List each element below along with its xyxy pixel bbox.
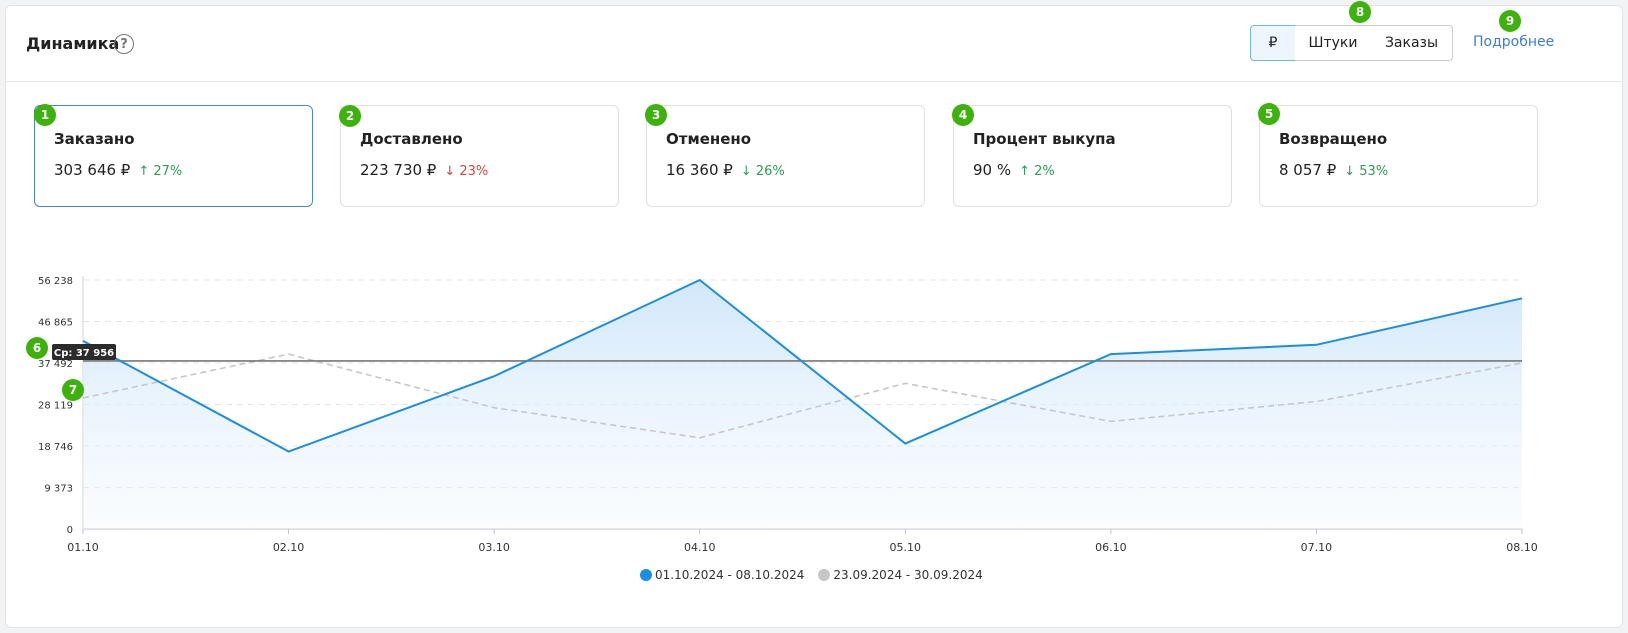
card-amount: 16 360 ₽ [666, 161, 733, 179]
y-tick-label: 37 492 [38, 359, 73, 370]
average-label: Ср: 37 956 [54, 348, 114, 359]
legend-item-previous[interactable]: 23.09.2024 - 30.09.2024 [818, 568, 983, 582]
annotation-badge-8: 8 [1349, 1, 1371, 23]
average-label-box [52, 343, 116, 360]
card-title: Возвращено [1279, 130, 1388, 148]
card-value: 303 646 ₽ ↑ 27% [54, 161, 182, 179]
metric-card-returned[interactable]: Возвращено 8 057 ₽ ↓ 53% [1259, 105, 1538, 207]
y-tick-label: 18 746 [38, 442, 73, 453]
card-value: 8 057 ₽ ↓ 53% [1279, 161, 1388, 179]
annotation-badge-1: 1 [34, 104, 56, 126]
legend-label-current: 01.10.2024 - 08.10.2024 [655, 568, 805, 582]
annotation-badge-2: 2 [339, 105, 361, 127]
y-tick-label: 28 119 [38, 401, 73, 412]
x-tick-label: 05.10 [890, 541, 922, 554]
card-change: ↓ 26% [740, 164, 785, 179]
card-title: Процент выкупа [973, 130, 1116, 148]
card-change: ↓ 23% [444, 164, 489, 179]
more-details-link[interactable]: Подробнее [1473, 34, 1555, 50]
x-tick-label: 06.10 [1095, 541, 1127, 554]
x-tick-label: 03.10 [478, 541, 510, 554]
segment-pieces[interactable]: Штуки [1295, 25, 1372, 61]
metric-card-buyout-percent[interactable]: Процент выкупа 90 % ↑ 2% [953, 105, 1232, 207]
card-value: 90 % ↑ 2% [973, 161, 1055, 179]
y-tick-label: 9 373 [44, 484, 73, 495]
segment-orders[interactable]: Заказы [1371, 25, 1453, 61]
card-change: ↑ 2% [1019, 164, 1055, 179]
x-tick-label: 04.10 [684, 541, 716, 554]
annotation-badge-5: 5 [1258, 103, 1280, 125]
dynamics-panel: Динамика ? ₽ Штуки Заказы Подробнее Зака… [5, 5, 1623, 628]
annotation-badge-9: 9 [1499, 10, 1521, 32]
previous-series-line [82, 353, 1523, 439]
chart-legend: 01.10.2024 - 08.10.2024 23.09.2024 - 30.… [640, 568, 997, 582]
card-change: ↓ 53% [1344, 164, 1389, 179]
card-value: 16 360 ₽ ↓ 26% [666, 161, 785, 179]
y-tick-label: 0 [67, 525, 73, 536]
card-amount: 8 057 ₽ [1279, 161, 1337, 179]
card-amount: 223 730 ₽ [360, 161, 437, 179]
segment-rubles[interactable]: ₽ [1250, 25, 1296, 61]
card-title: Доставлено [360, 130, 463, 148]
y-tick-label: 46 865 [38, 318, 73, 329]
x-tick-label: 07.10 [1301, 541, 1333, 554]
metric-card-delivered[interactable]: Доставлено 223 730 ₽ ↓ 23% [340, 105, 619, 207]
panel-title: Динамика [26, 34, 120, 53]
card-title: Заказано [54, 130, 135, 148]
metric-card-cancelled[interactable]: Отменено 16 360 ₽ ↓ 26% [646, 105, 925, 207]
current-series-area [83, 280, 1522, 529]
card-amount: 303 646 ₽ [54, 161, 131, 179]
metric-card-ordered[interactable]: Заказано 303 646 ₽ ↑ 27% [34, 105, 313, 207]
current-series-line [82, 278, 1523, 453]
x-tick-label: 01.10 [67, 541, 99, 554]
annotation-badge-6: 6 [26, 337, 48, 359]
legend-dot-current [640, 569, 652, 581]
card-value: 223 730 ₽ ↓ 23% [360, 161, 488, 179]
dynamics-chart: 56 238 46 865 37 492 28 119 18 746 9 373 0 01.1… [6, 246, 1624, 626]
x-tick-label: 08.10 [1506, 541, 1538, 554]
legend-label-previous: 23.09.2024 - 30.09.2024 [833, 568, 983, 582]
y-tick-label: 56 238 [38, 276, 73, 287]
legend-dot-previous [818, 569, 831, 581]
card-title: Отменено [666, 130, 752, 148]
annotation-badge-4: 4 [952, 104, 974, 126]
card-amount: 90 % [973, 161, 1012, 179]
annotation-badge-3: 3 [645, 104, 667, 126]
legend-item-current[interactable]: 01.10.2024 - 08.10.2024 [640, 568, 804, 582]
x-tick-label: 02.10 [273, 541, 305, 554]
annotation-badge-7: 7 [62, 379, 84, 401]
panel-header: Динамика ? ₽ Штуки Заказы Подробнее [6, 6, 1622, 82]
card-change: ↑ 27% [138, 164, 183, 179]
help-icon[interactable]: ? [114, 34, 134, 54]
chart-svg: 56 238 46 865 37 492 28 119 18 746 9 373 0 01.1… [38, 276, 1538, 554]
